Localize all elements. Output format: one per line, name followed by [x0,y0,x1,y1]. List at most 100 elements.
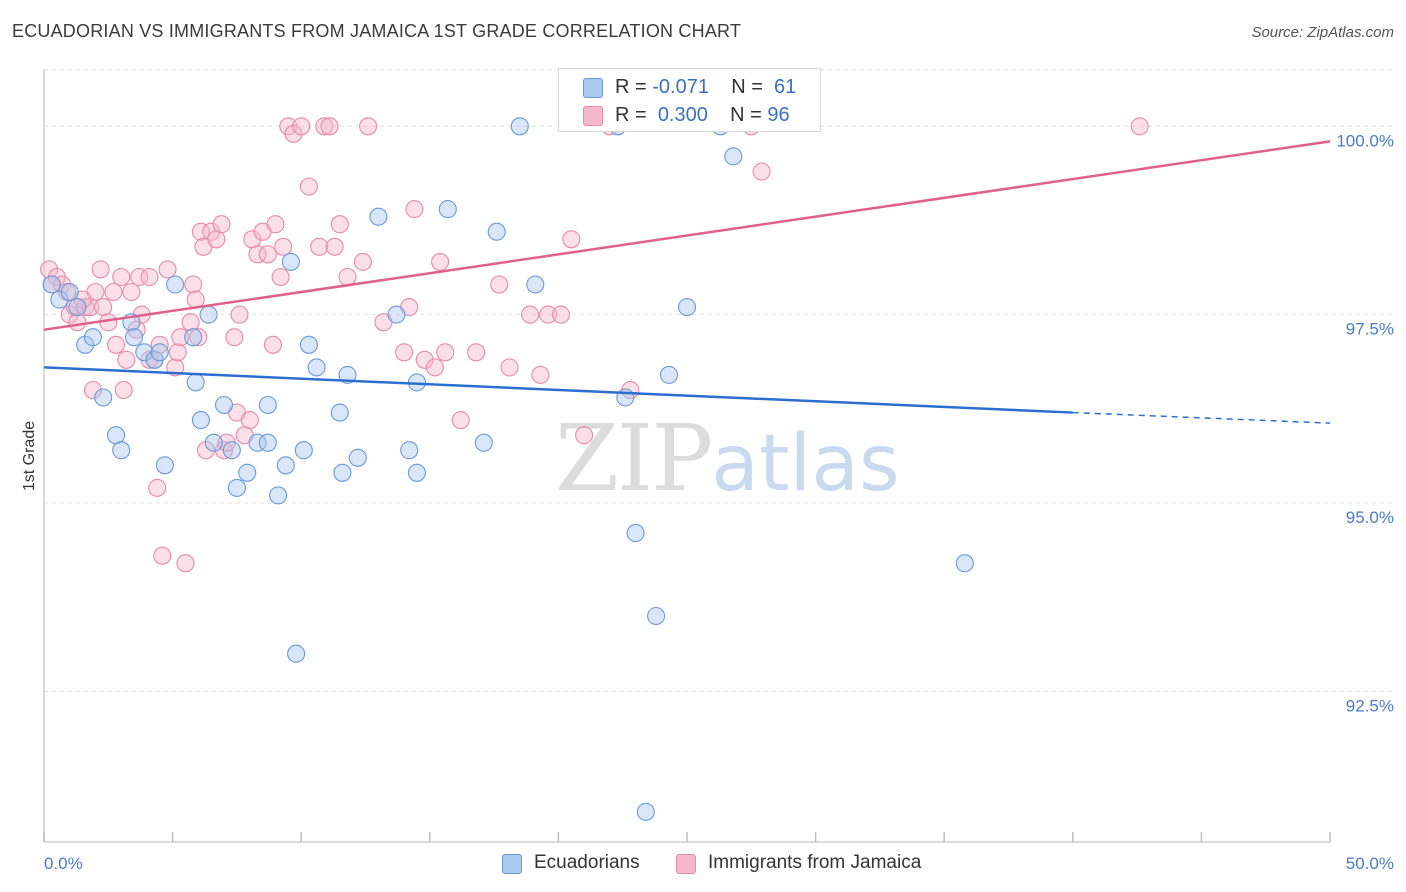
data-point [276,456,295,475]
data-point [248,433,267,452]
y-tick-label: 92.5% [1346,696,1394,715]
y-axis-label: 1st Grade [21,421,38,491]
data-point [315,117,334,136]
legend-swatch-pink [583,106,603,126]
data-point [659,365,679,384]
x-tick-label-max: 50.0% [1346,854,1394,873]
data-point [724,147,743,166]
data-point [104,282,123,302]
data-point [325,237,344,256]
data-point [575,426,594,445]
data-point [150,343,169,362]
data-point [153,546,172,565]
legend-label-jamaica: Immigrants from Jamaica [708,852,922,873]
grid-lines [44,69,1394,692]
y-tick-labels: 92.5% 95.0% 97.5% 100.0% [1336,131,1394,715]
data-point [76,335,95,354]
data-point [467,343,486,362]
data-point [330,403,349,422]
series-ecuadorians [42,117,974,821]
data-point [387,305,406,324]
data-point [258,433,277,452]
data-point [214,395,234,415]
data-point [425,358,444,377]
data-point [222,441,241,460]
data-point [42,275,61,294]
data-point [181,313,200,332]
data-point [114,380,133,400]
data-point [531,365,550,384]
data-point [168,343,187,362]
data-point [117,350,136,369]
correlation-legend: R = -0.071 N = 61 R = 0.300 N = 96 [558,68,821,132]
legend-stats-jamaica: R = 0.300 N = 96 [615,104,790,126]
legend-stats-ecuadorians: R = -0.071 N = 61 [615,76,797,98]
series-immigrants-from-jamaica [40,117,1149,573]
data-point [227,478,246,497]
data-point [230,305,249,324]
data-point [451,411,470,430]
data-point [1130,117,1149,136]
data-point [490,275,509,294]
data-point [405,200,424,219]
data-point [184,328,203,347]
data-point [40,260,59,279]
data-point [238,463,257,482]
data-point [299,177,318,196]
trend-lines [43,140,1331,424]
data-point [258,395,277,415]
chart-title: ECUADORIAN VS IMMIGRANTS FROM JAMAICA 1S… [12,21,742,41]
data-point [225,328,244,347]
data-point [196,441,216,460]
x-ticks [43,832,1331,842]
data-point [400,441,419,460]
data-point [112,267,131,287]
data-point [124,328,144,347]
data-point [269,486,288,505]
data-point [176,554,195,573]
data-point [955,554,974,573]
data-point [106,426,126,445]
data-point [212,215,231,234]
data-point [199,305,218,324]
data-point [83,328,102,347]
data-point [184,275,203,294]
data-point [214,441,234,460]
y-tick-label: 100.0% [1336,131,1394,150]
data-point [148,478,167,497]
data-point [155,456,174,475]
data-point [320,117,339,136]
data-point [292,117,311,136]
data-point [186,373,205,392]
watermark-zip: ZIP [555,405,713,512]
data-point [91,260,110,279]
data-point [330,215,349,234]
data-point [294,441,313,460]
data-point [526,275,545,294]
data-point [359,117,378,136]
data-point [191,222,210,241]
data-point [287,644,306,663]
data-point [191,411,210,430]
source-note: Source: ZipAtlas.com [1251,24,1394,41]
data-point [562,230,581,249]
trend-line-jamaica [43,140,1331,331]
data-point [158,260,177,279]
data-point [266,215,285,234]
data-point [112,441,131,460]
data-point [438,200,457,219]
data-point [551,305,571,324]
data-point [140,267,159,287]
data-point [122,282,141,302]
data-point [60,282,79,302]
data-point [248,245,267,264]
data-point [94,298,113,317]
legend-row-ecuadorians: R = -0.071 N = 61 [559,73,820,101]
data-point [407,463,426,482]
data-point [307,358,326,377]
data-point [539,305,558,324]
data-point [94,388,113,407]
legend-swatch-jamaica [676,854,696,874]
data-point [76,298,95,317]
data-point [474,433,493,452]
